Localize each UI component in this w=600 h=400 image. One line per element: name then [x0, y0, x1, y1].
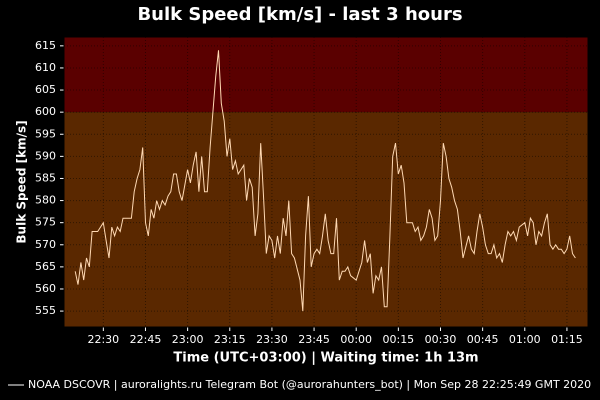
- data-line: [74, 50, 576, 312]
- y-tick-label: 580: [35, 194, 56, 207]
- y-tick-label: 615: [35, 39, 56, 52]
- x-tick-label: 22:45: [130, 333, 162, 346]
- x-tick-label: 23:15: [214, 333, 246, 346]
- y-tick-label: 610: [35, 61, 56, 74]
- x-tick-label: 23:30: [256, 333, 288, 346]
- y-axis-label: Bulk Speed [km/s]: [15, 120, 29, 243]
- y-tick-label: 585: [35, 171, 56, 184]
- x-tick-label: 01:00: [509, 333, 541, 346]
- x-tick-label: 00:15: [382, 333, 414, 346]
- y-tick-label: 565: [35, 260, 56, 273]
- y-tick-label: 605: [35, 83, 56, 96]
- x-tick-label: 00:45: [467, 333, 499, 346]
- y-tick-label: 555: [35, 304, 56, 317]
- y-tick-label: 570: [35, 238, 56, 251]
- x-tick-label: 23:45: [298, 333, 330, 346]
- x-tick-label: 00:30: [425, 333, 457, 346]
- x-tick-label: 22:30: [87, 333, 119, 346]
- x-axis-label: Time (UTC+03:00) | Waiting time: 1h 13m: [173, 351, 478, 366]
- y-tick-label: 575: [35, 216, 56, 229]
- plot-area: 555 560 565 570 575 580 585 590 595 600 605 610 615 2…: [35, 36, 589, 346]
- x-tick-label: 23:00: [172, 333, 204, 346]
- y-tick-label: 600: [35, 105, 56, 118]
- y-tick-label: 590: [35, 149, 56, 162]
- y-tick-label: 595: [35, 127, 56, 140]
- zone-above: [64, 37, 588, 113]
- x-tick-label: 01:15: [551, 333, 583, 346]
- legend-label: NOAA DSCOVR | auroralights.ru Telegram B…: [28, 378, 591, 391]
- x-tick-label: 00:00: [340, 333, 372, 346]
- plot-frame: [63, 36, 589, 328]
- y-tick-label: 560: [35, 282, 56, 295]
- chart-title: Bulk Speed [km/s] - last 3 hours: [137, 4, 462, 25]
